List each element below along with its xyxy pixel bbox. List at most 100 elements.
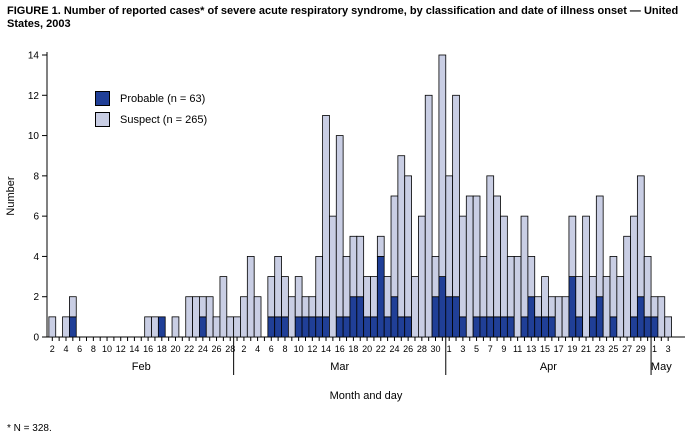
bar-suspect-segment	[650, 296, 659, 318]
bar-suspect-segment	[636, 175, 645, 298]
bar-suspect-segment	[48, 316, 57, 338]
bar-probable-segment	[308, 316, 317, 338]
y-tick-label: 6	[33, 212, 39, 223]
bar-probable-segment	[493, 316, 501, 338]
bar-probable-segment	[459, 316, 467, 338]
bar-suspect-segment	[534, 296, 542, 318]
bar-suspect-segment	[493, 195, 501, 318]
month-label: Mar	[330, 361, 349, 373]
bar-suspect-segment	[548, 296, 556, 318]
suspect-swatch-icon	[95, 112, 110, 127]
bar-suspect-segment	[595, 195, 604, 298]
bar-probable-segment	[486, 316, 495, 338]
x-tick-label: 15	[540, 344, 550, 354]
bar-probable-segment	[267, 316, 276, 338]
y-tick-label: 0	[33, 333, 39, 344]
x-tick-label: 14	[129, 344, 139, 354]
bar-probable-segment	[609, 316, 618, 338]
bar-suspect-segment	[452, 94, 460, 298]
bar-suspect-segment	[342, 256, 351, 318]
x-tick-label: 16	[143, 344, 153, 354]
x-tick-label: 20	[170, 344, 180, 354]
bar-probable-segment	[322, 316, 330, 338]
bar-suspect-segment	[322, 115, 330, 318]
bar-suspect-segment	[151, 316, 159, 338]
x-tick-label: 2	[50, 344, 55, 354]
bar-probable-segment	[274, 316, 282, 338]
bar-suspect-segment	[431, 256, 440, 298]
bar-suspect-segment	[294, 276, 303, 318]
legend-label-probable: Probable (n = 63)	[120, 92, 206, 105]
bar-suspect-segment	[527, 256, 536, 298]
bar-suspect-segment	[397, 155, 406, 318]
legend-item-suspect: Suspect (n = 265)	[95, 112, 207, 127]
bar-probable-segment	[438, 276, 447, 338]
bar-suspect-segment	[301, 296, 310, 318]
bar-suspect-segment	[472, 195, 481, 318]
x-tick-label: 17	[554, 344, 564, 354]
bar-suspect-segment	[411, 276, 419, 338]
figure-title: FIGURE 1. Number of reported cases* of s…	[7, 5, 679, 30]
bar-suspect-segment	[219, 276, 228, 338]
bar-suspect-segment	[199, 296, 207, 318]
bar-suspect-segment	[370, 276, 378, 318]
bar-suspect-segment	[486, 175, 495, 318]
x-tick-label: 5	[474, 344, 479, 354]
bar-probable-segment	[630, 316, 638, 338]
x-tick-label: 28	[225, 344, 235, 354]
bar-suspect-segment	[513, 256, 522, 338]
bar-probable-segment	[589, 316, 597, 338]
y-tick-label: 8	[33, 171, 39, 182]
bar-suspect-segment	[445, 175, 454, 298]
bar-probable-segment	[636, 296, 645, 338]
x-tick-label: 2	[241, 344, 246, 354]
bar-suspect-segment	[582, 215, 590, 338]
bar-probable-segment	[157, 316, 166, 338]
bar-suspect-segment	[479, 256, 488, 318]
bar-suspect-segment	[438, 54, 447, 277]
bar-suspect-segment	[609, 256, 618, 318]
bar-suspect-segment	[315, 256, 323, 318]
x-tick-label: 10	[102, 344, 112, 354]
bar-probable-segment	[479, 316, 488, 338]
bar-suspect-segment	[589, 276, 597, 318]
x-tick-label: 16	[335, 344, 345, 354]
y-tick-label: 4	[33, 252, 39, 263]
bar-probable-segment	[390, 296, 399, 338]
x-tick-label: 4	[255, 344, 260, 354]
bar-suspect-segment	[171, 316, 180, 338]
bar-suspect-segment	[205, 296, 214, 338]
bar-probable-segment	[370, 316, 378, 338]
bar-suspect-segment	[575, 276, 584, 318]
bar-suspect-segment	[465, 195, 474, 338]
bar-suspect-segment	[602, 276, 611, 338]
bar-suspect-segment	[185, 296, 193, 338]
x-tick-label: 13	[526, 344, 536, 354]
bar-probable-segment	[452, 296, 460, 338]
bar-suspect-segment	[69, 296, 77, 318]
bar-suspect-segment	[274, 256, 282, 318]
bar-probable-segment	[568, 276, 577, 338]
x-tick-label: 21	[581, 344, 591, 354]
bar-suspect-segment	[240, 296, 248, 338]
bar-probable-segment	[575, 316, 584, 338]
bar-suspect-segment	[568, 215, 577, 277]
x-tick-label: 26	[403, 344, 413, 354]
month-label: Feb	[132, 361, 151, 373]
x-tick-label: 28	[417, 344, 427, 354]
bar-suspect-segment	[253, 296, 262, 338]
x-tick-label: 18	[157, 344, 167, 354]
x-tick-label: 22	[376, 344, 386, 354]
bar-suspect-segment	[62, 316, 70, 338]
bar-probable-segment	[356, 296, 365, 338]
x-tick-label: 23	[595, 344, 605, 354]
bar-suspect-segment	[623, 235, 631, 338]
bar-probable-segment	[383, 316, 392, 338]
bar-suspect-segment	[144, 316, 152, 338]
bar-suspect-segment	[424, 94, 433, 338]
x-tick-label: 19	[567, 344, 577, 354]
bar-probable-segment	[301, 316, 310, 338]
x-tick-label: 3	[666, 344, 671, 354]
